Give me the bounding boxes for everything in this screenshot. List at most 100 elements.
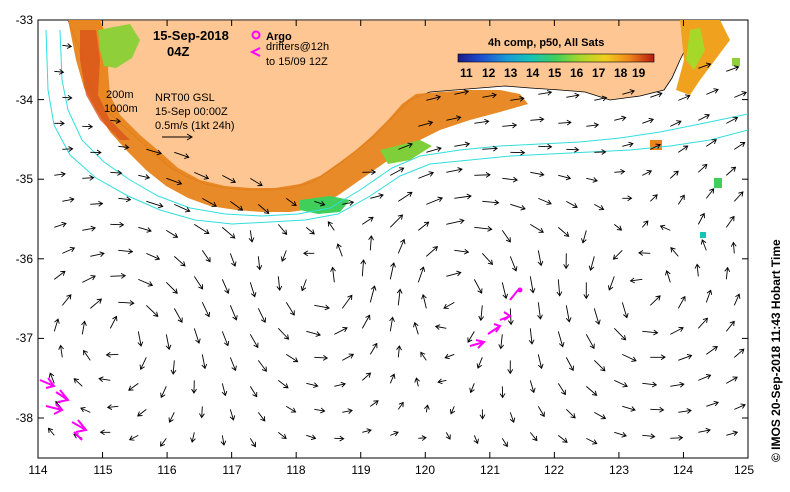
current-vector bbox=[396, 345, 402, 358]
y-tick-label: -36 bbox=[16, 252, 34, 266]
current-vector bbox=[173, 308, 183, 323]
current-vector bbox=[642, 433, 656, 440]
current-vector bbox=[257, 308, 267, 324]
x-axis-labels: 114 115 116 117 118 119 120 121 122 123 … bbox=[28, 463, 754, 477]
current-vector bbox=[670, 247, 679, 257]
model-time: 15-Sep 00:00Z bbox=[155, 106, 228, 118]
current-vector bbox=[193, 328, 201, 344]
current-vector bbox=[529, 380, 536, 394]
current-vector bbox=[566, 146, 580, 153]
current-vector bbox=[622, 141, 634, 148]
y-tick-label: -37 bbox=[16, 331, 34, 345]
current-vector bbox=[613, 328, 627, 341]
y-tick-label: -38 bbox=[16, 411, 34, 425]
current-vector bbox=[199, 406, 205, 419]
current-vector bbox=[424, 404, 430, 413]
current-vector bbox=[473, 435, 479, 445]
current-vector bbox=[413, 321, 419, 335]
current-vector bbox=[650, 406, 665, 413]
current-vector bbox=[417, 266, 426, 283]
current-vector bbox=[83, 349, 91, 361]
current-vector bbox=[586, 122, 600, 129]
colorbar-tick: 19 bbox=[632, 66, 646, 80]
current-vector bbox=[118, 196, 132, 203]
drifter-track-4 bbox=[509, 289, 519, 301]
imos-credit: © IMOS 20-Sep-2018 11:43 Hobart Time bbox=[769, 239, 783, 462]
current-vector bbox=[734, 403, 746, 410]
current-vector bbox=[138, 278, 154, 287]
current-vector bbox=[700, 239, 707, 251]
depth-label-1000m: 1000m bbox=[104, 103, 138, 115]
current-vector bbox=[145, 305, 159, 317]
current-vector bbox=[81, 320, 87, 335]
isobath-1000m bbox=[45, 29, 748, 225]
current-vector bbox=[670, 381, 685, 388]
current-vector bbox=[138, 174, 151, 180]
current-vector bbox=[705, 289, 713, 303]
sst-speck-2 bbox=[714, 178, 722, 188]
current-vector bbox=[558, 119, 572, 126]
current-vector bbox=[677, 194, 685, 205]
current-vector bbox=[426, 246, 439, 257]
current-vector bbox=[414, 377, 421, 387]
current-vector bbox=[454, 89, 470, 95]
current-vector bbox=[306, 434, 317, 440]
colorbar bbox=[457, 53, 655, 63]
current-vector bbox=[734, 91, 747, 98]
current-vector bbox=[594, 203, 605, 211]
current-vector bbox=[614, 168, 626, 175]
current-vector bbox=[670, 435, 684, 441]
current-vector bbox=[342, 200, 355, 206]
current-vector bbox=[588, 256, 595, 271]
current-vector bbox=[586, 386, 598, 396]
current-vector bbox=[725, 215, 735, 228]
current-vector bbox=[420, 351, 427, 361]
drifter-track-5 bbox=[39, 377, 56, 389]
current-vector bbox=[678, 145, 689, 153]
x-tick-label: 118 bbox=[286, 463, 305, 477]
current-vector bbox=[201, 250, 211, 263]
current-vector bbox=[724, 266, 731, 280]
current-vector bbox=[146, 148, 163, 156]
current-vector bbox=[105, 351, 119, 358]
current-vector bbox=[670, 170, 679, 179]
x-tick-label: 116 bbox=[157, 463, 176, 477]
current-vector bbox=[369, 285, 377, 303]
colorbar-tick: 12 bbox=[482, 66, 496, 80]
current-vector bbox=[138, 226, 152, 233]
current-vector bbox=[110, 221, 125, 228]
current-vector bbox=[248, 230, 255, 243]
current-vector bbox=[642, 381, 658, 388]
current-vector bbox=[174, 256, 186, 267]
current-vector bbox=[565, 409, 576, 419]
current-vector bbox=[507, 360, 514, 375]
current-vector bbox=[446, 218, 465, 225]
current-vector bbox=[705, 188, 715, 199]
current-vector bbox=[194, 171, 210, 180]
current-vector bbox=[558, 435, 568, 443]
current-vector bbox=[397, 238, 406, 254]
current-vector bbox=[389, 373, 396, 384]
current-vector bbox=[678, 94, 691, 101]
axis-ticks bbox=[37, 19, 749, 458]
current-vector bbox=[649, 295, 661, 306]
current-vector bbox=[229, 253, 237, 267]
current-vector bbox=[529, 432, 538, 442]
current-vector bbox=[201, 354, 208, 370]
drifter-track-7 bbox=[45, 403, 64, 415]
current-vector bbox=[725, 320, 735, 332]
current-vector bbox=[220, 435, 227, 446]
current-vector bbox=[726, 166, 737, 176]
current-vector bbox=[73, 378, 83, 387]
current-vector bbox=[698, 62, 712, 69]
current-vector bbox=[285, 302, 295, 316]
current-vector bbox=[726, 430, 739, 437]
colorbar-tick: 17 bbox=[592, 66, 606, 80]
current-vector bbox=[730, 241, 737, 254]
current-vector bbox=[306, 382, 319, 388]
current-vector bbox=[137, 331, 144, 347]
current-vector bbox=[706, 139, 717, 147]
current-vector bbox=[362, 372, 372, 381]
current-vector bbox=[397, 401, 404, 410]
current-vector bbox=[614, 115, 627, 122]
